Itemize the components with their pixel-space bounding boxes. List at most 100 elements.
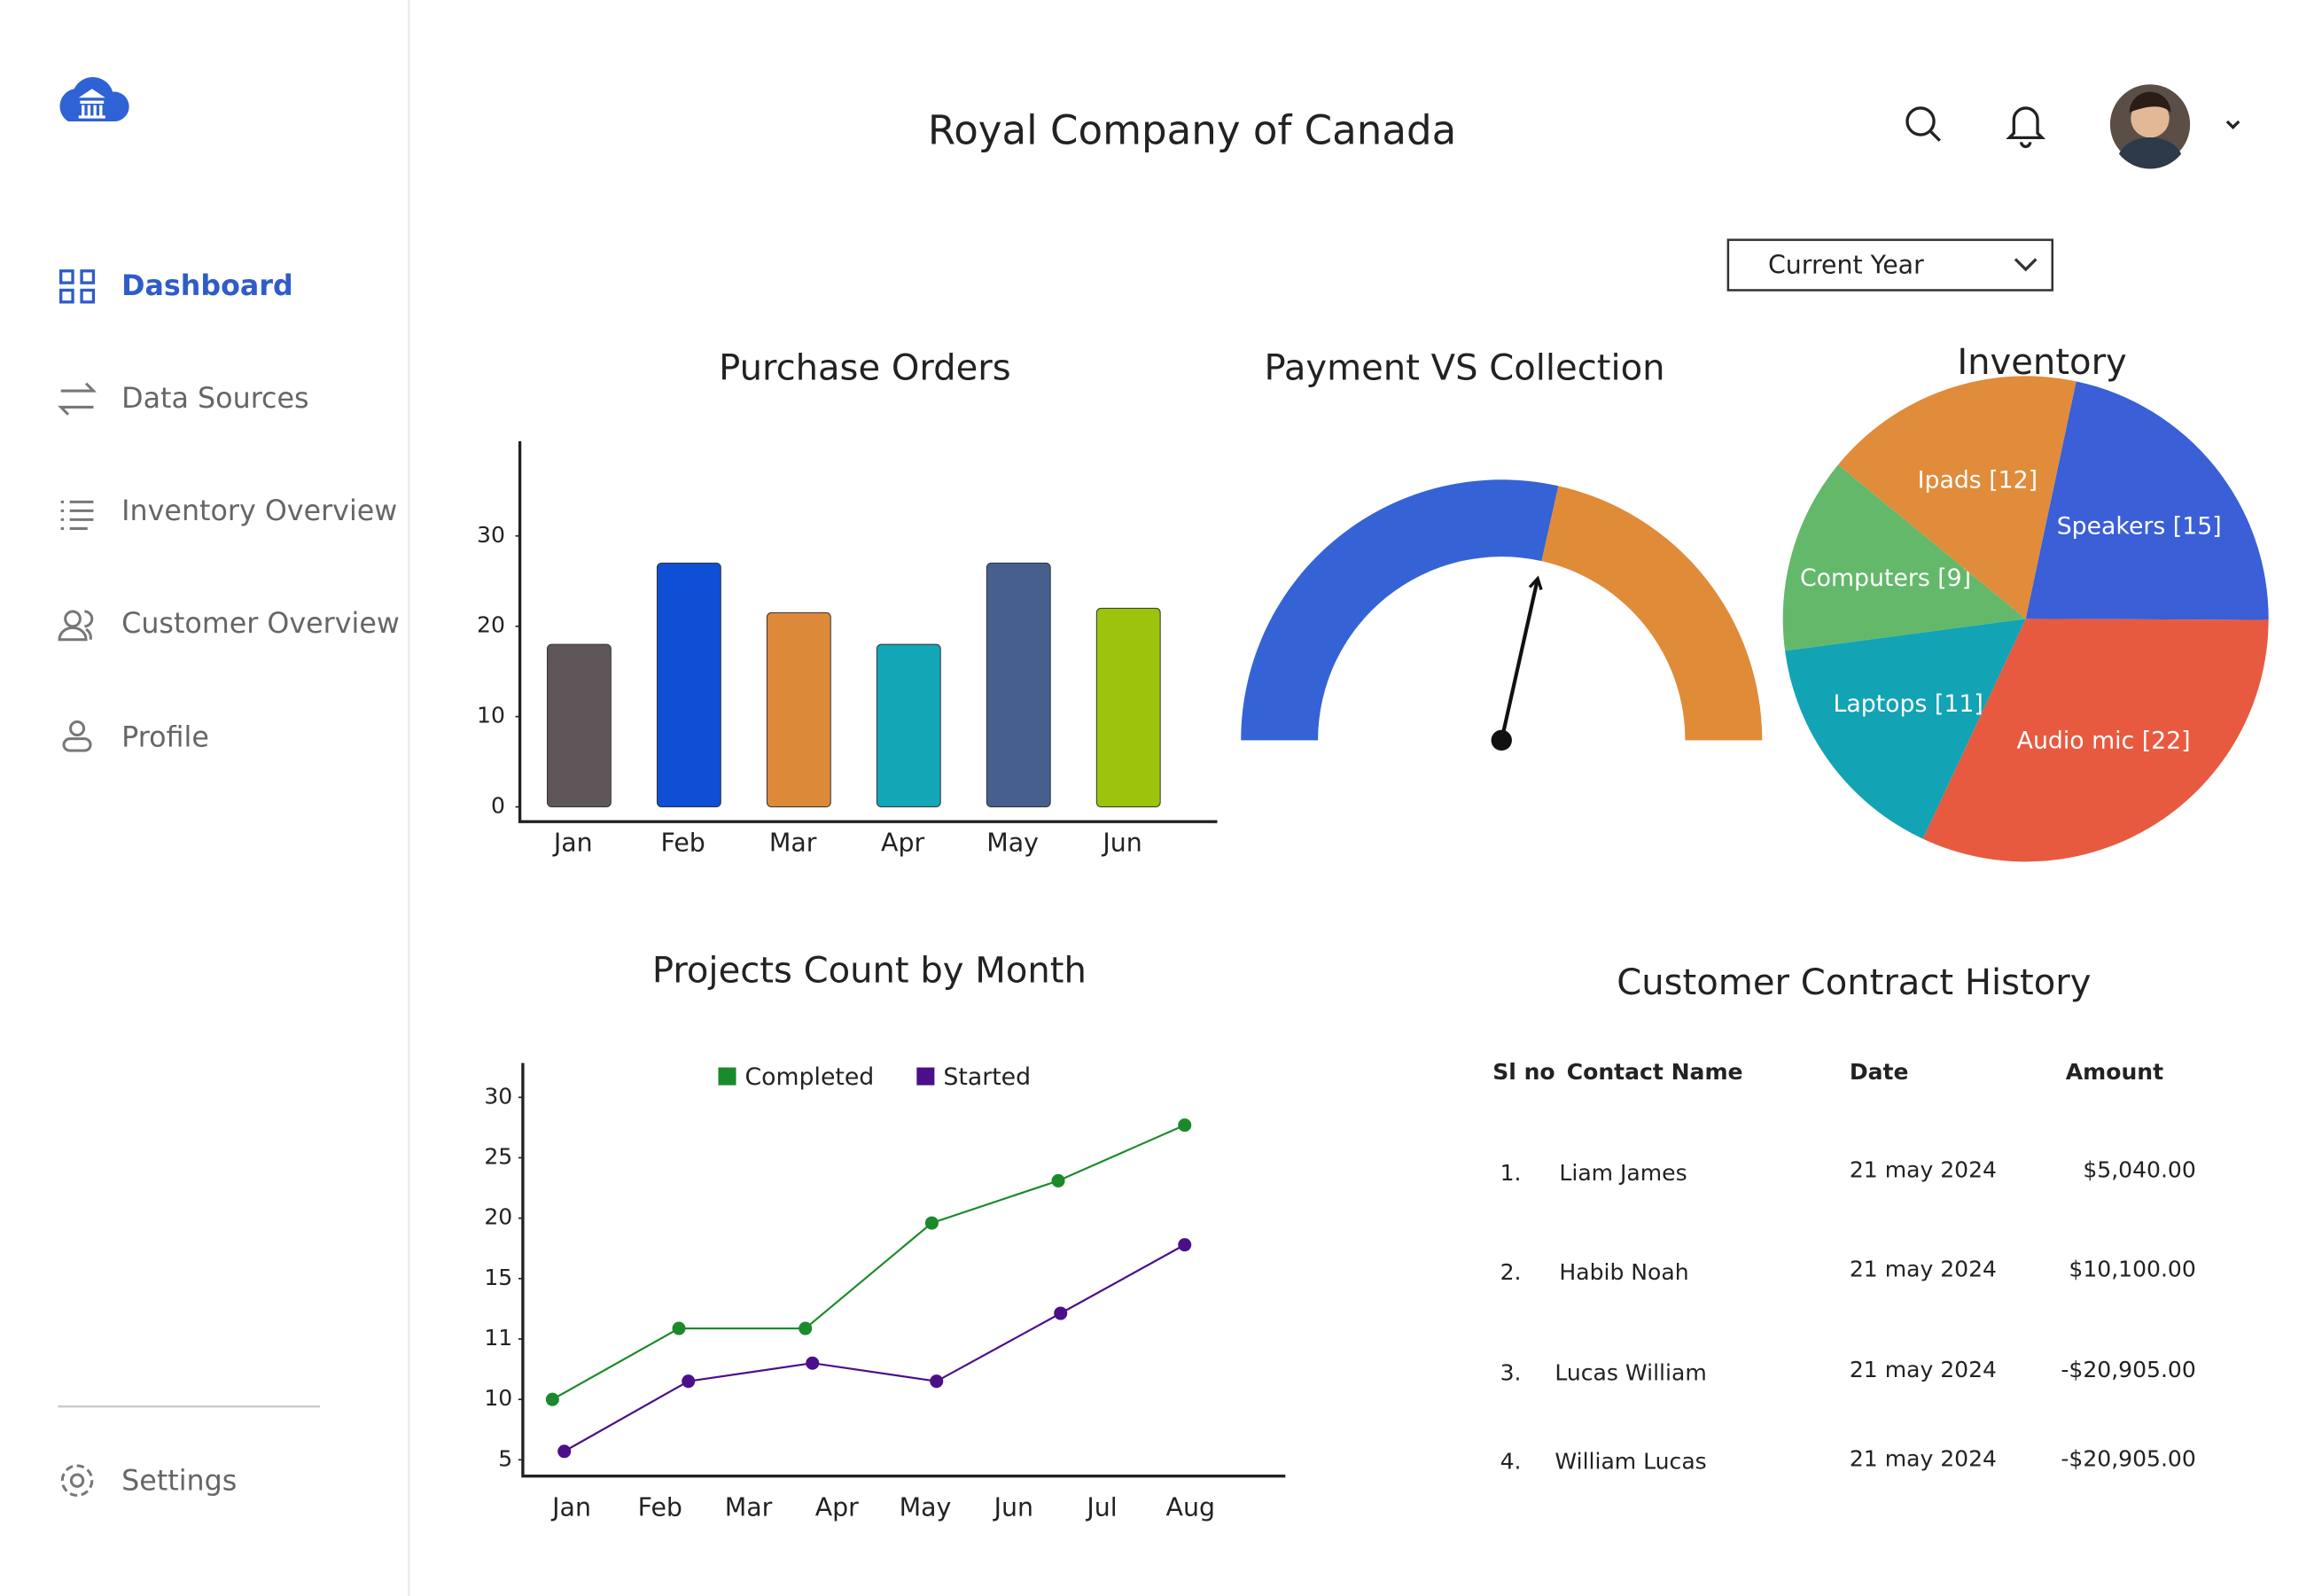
x-tick-label: Jun: [1101, 828, 1142, 857]
x-tick-label: May: [986, 828, 1039, 857]
chart-title: Payment VS Collection: [1264, 348, 1664, 389]
gauge-segment: [1541, 486, 1763, 741]
data-point: [799, 1321, 813, 1335]
series-line: [564, 1243, 1186, 1452]
x-tick-label: Apr: [881, 828, 924, 857]
year-dropdown[interactable]: [1726, 238, 2054, 292]
axis: [521, 1063, 1286, 1478]
x-tick-label: Aug: [1166, 1492, 1215, 1522]
nav-item[interactable]: Dashboard: [121, 270, 293, 302]
data-point: [545, 1392, 559, 1406]
table-cell: -$20,905.00: [2061, 1445, 2195, 1471]
data-point: [1051, 1173, 1065, 1187]
logo[interactable]: [59, 77, 129, 121]
legend-label: Completed: [745, 1063, 875, 1091]
chart-title: Inventory: [1957, 342, 2126, 383]
nav-item[interactable]: Settings: [121, 1465, 237, 1497]
search-icon[interactable]: [1905, 106, 1941, 142]
axis: [518, 440, 1218, 823]
y-tick-label: 20: [484, 1204, 512, 1230]
table-cell: -$20,905.00: [2061, 1357, 2195, 1382]
y-tick-label: 10: [477, 703, 505, 728]
column-header: Sl no: [1492, 1059, 1554, 1085]
y-tick-label: 25: [484, 1143, 512, 1169]
profile-icon: [62, 720, 92, 752]
y-tick-label: 5: [498, 1445, 512, 1471]
x-tick-label: Feb: [661, 828, 705, 857]
table-cell: 21 may 2024: [1850, 1357, 1997, 1382]
column-header: Contact Name: [1567, 1059, 1743, 1085]
table-cell: Liam James: [1559, 1160, 1687, 1186]
table-cell: 21 may 2024: [1850, 1445, 1997, 1471]
avatar[interactable]: [2109, 84, 2191, 169]
table-cell: $10,100.00: [2069, 1256, 2195, 1281]
dropdown-value[interactable]: Current Year: [1768, 251, 1924, 280]
bar: [656, 562, 721, 808]
y-tick-label: 30: [484, 1083, 512, 1109]
pie-slice: [1837, 376, 2077, 619]
y-tick-label: 0: [491, 793, 505, 819]
column-header: Date: [1850, 1059, 1909, 1085]
slice-label: Speakers [15]: [2057, 513, 2222, 541]
y-tick-label: 30: [477, 522, 505, 548]
bar: [546, 643, 612, 808]
x-tick-label: Mar: [725, 1492, 773, 1522]
bar: [986, 562, 1051, 808]
account-chevron[interactable]: [2225, 120, 2240, 130]
y-tick-label: 11: [484, 1325, 512, 1351]
bar: [766, 611, 831, 808]
table-cell: 2.: [1500, 1259, 1522, 1285]
nav-item[interactable]: Data Sources: [121, 383, 308, 415]
data-point: [1054, 1306, 1068, 1320]
nav-item[interactable]: Customer Overview: [121, 608, 400, 640]
data-point: [672, 1321, 686, 1335]
table-cell: $5,040.00: [2083, 1157, 2195, 1183]
chart-title: Purchase Orders: [719, 348, 1011, 389]
y-tick-label: 20: [477, 612, 505, 638]
slice-label: Laptops [11]: [1833, 690, 1983, 718]
pie-slice: [2025, 381, 2269, 620]
x-tick-label: Feb: [638, 1492, 682, 1522]
table-cell: Lucas William: [1554, 1359, 1706, 1385]
nav-item[interactable]: Profile: [121, 722, 209, 754]
x-tick-label: Mar: [769, 828, 817, 857]
data-point: [1178, 1118, 1192, 1133]
table-cell: 1.: [1500, 1160, 1522, 1186]
slice-label: Audio mic [22]: [2017, 728, 2191, 755]
pie-slice: [1922, 619, 2269, 862]
slice-label: Ipads [12]: [1918, 467, 2038, 494]
legend-swatch: [916, 1067, 935, 1086]
settings-icon: [60, 1464, 94, 1497]
customer-icon: [58, 610, 94, 642]
inventory-icon: [60, 500, 94, 530]
series-line: [551, 1124, 1186, 1401]
data-point: [806, 1356, 820, 1370]
table-cell: 21 may 2024: [1850, 1256, 1997, 1281]
needle-head: [1528, 575, 1543, 590]
slice-label: Computers [9]: [1800, 564, 1971, 592]
data-sources-icon: [58, 382, 97, 416]
column-header: Amount: [2066, 1059, 2163, 1085]
legend-swatch: [718, 1067, 736, 1086]
bar: [1095, 607, 1161, 808]
bell-icon[interactable]: [2006, 106, 2046, 148]
needle-hub: [1491, 729, 1512, 751]
pie-slice: [1782, 464, 2026, 651]
x-tick-label: Jul: [1085, 1492, 1117, 1522]
page-title: Royal Company of Canada: [928, 106, 1456, 153]
pie-slice: [1785, 619, 2026, 839]
data-point: [1178, 1238, 1192, 1252]
data-point: [682, 1374, 696, 1389]
table-cell: 3.: [1500, 1359, 1522, 1385]
nav-item[interactable]: Inventory Overview: [121, 495, 397, 527]
x-tick-label: Jun: [993, 1492, 1033, 1522]
x-tick-label: May: [900, 1492, 952, 1522]
data-point: [930, 1374, 944, 1389]
gauge-needle: [1500, 578, 1540, 741]
x-tick-label: Jan: [552, 828, 593, 857]
y-tick-label: 10: [484, 1385, 512, 1411]
bar: [876, 643, 941, 808]
legend-label: Started: [943, 1063, 1031, 1091]
data-point: [557, 1444, 572, 1459]
